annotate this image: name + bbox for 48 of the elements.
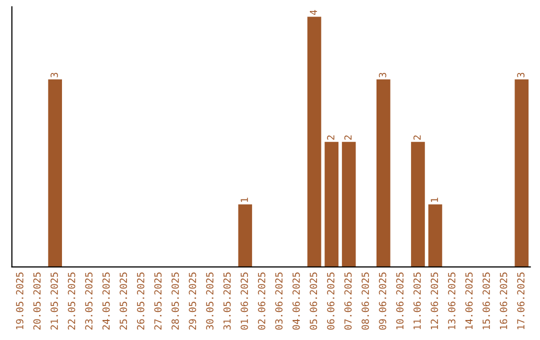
- bar: [514, 79, 529, 267]
- data-label: 2: [327, 135, 334, 140]
- x-tick-label: 29.05.2025: [188, 272, 196, 330]
- data-label: 2: [344, 135, 352, 140]
- x-tick-label: 03.06.2025: [275, 272, 283, 330]
- x-tick-label: 06.06.2025: [327, 272, 334, 330]
- x-tick-label: 15.06.2025: [482, 272, 490, 330]
- data-label: 3: [378, 72, 386, 78]
- x-tick-label: 26.05.2025: [136, 272, 144, 330]
- data-label: 4: [310, 10, 317, 15]
- x-tick-label: 04.06.2025: [292, 272, 300, 330]
- x-tick-label: 27.05.2025: [154, 272, 162, 330]
- x-tick-label: 05.06.2025: [310, 272, 318, 330]
- x-tick-label: 22.05.2025: [68, 272, 76, 330]
- bar: [238, 204, 252, 267]
- bar: [48, 79, 62, 267]
- x-tick-label: 31.05.2025: [223, 272, 231, 330]
- data-label: 3: [50, 72, 58, 78]
- x-tick-label: 10.06.2025: [396, 272, 404, 330]
- x-tick-label: 19.05.2025: [16, 272, 24, 330]
- x-tick-label: 24.05.2025: [102, 272, 110, 330]
- x-tick-label: 28.05.2025: [172, 272, 179, 330]
- x-tick-label: 01.06.2025: [240, 272, 248, 330]
- data-label: 1: [430, 198, 438, 202]
- x-tick-label: 21.05.2025: [50, 272, 58, 330]
- x-tick-label: 09.06.2025: [378, 272, 386, 330]
- x-tick-label: 20.05.2025: [33, 272, 41, 330]
- data-label: 3: [517, 72, 524, 78]
- x-tick-label: 08.06.2025: [362, 272, 369, 330]
- x-tick-label: 16.06.2025: [500, 272, 508, 330]
- bar: [307, 16, 322, 267]
- x-tick-label: 23.05.2025: [85, 272, 92, 330]
- bar: [324, 142, 338, 267]
- x-tick-label: 17.06.2025: [517, 272, 524, 330]
- x-tick-label: 13.06.2025: [448, 272, 456, 330]
- bar: [376, 79, 390, 267]
- x-tick-label: 07.06.2025: [344, 272, 352, 330]
- data-label: 2: [413, 135, 421, 140]
- x-tick-label: 30.05.2025: [206, 272, 214, 330]
- bar: [411, 142, 425, 267]
- x-tick-label: 11.06.2025: [413, 272, 421, 330]
- x-tick-label: 14.06.2025: [465, 272, 473, 330]
- x-tick-label: 25.05.2025: [120, 272, 128, 330]
- data-label: 1: [240, 198, 248, 202]
- bar: [342, 142, 356, 267]
- bar: [428, 204, 442, 267]
- x-tick-label: 02.06.2025: [258, 272, 266, 330]
- x-tick-label: 12.06.2025: [430, 272, 438, 330]
